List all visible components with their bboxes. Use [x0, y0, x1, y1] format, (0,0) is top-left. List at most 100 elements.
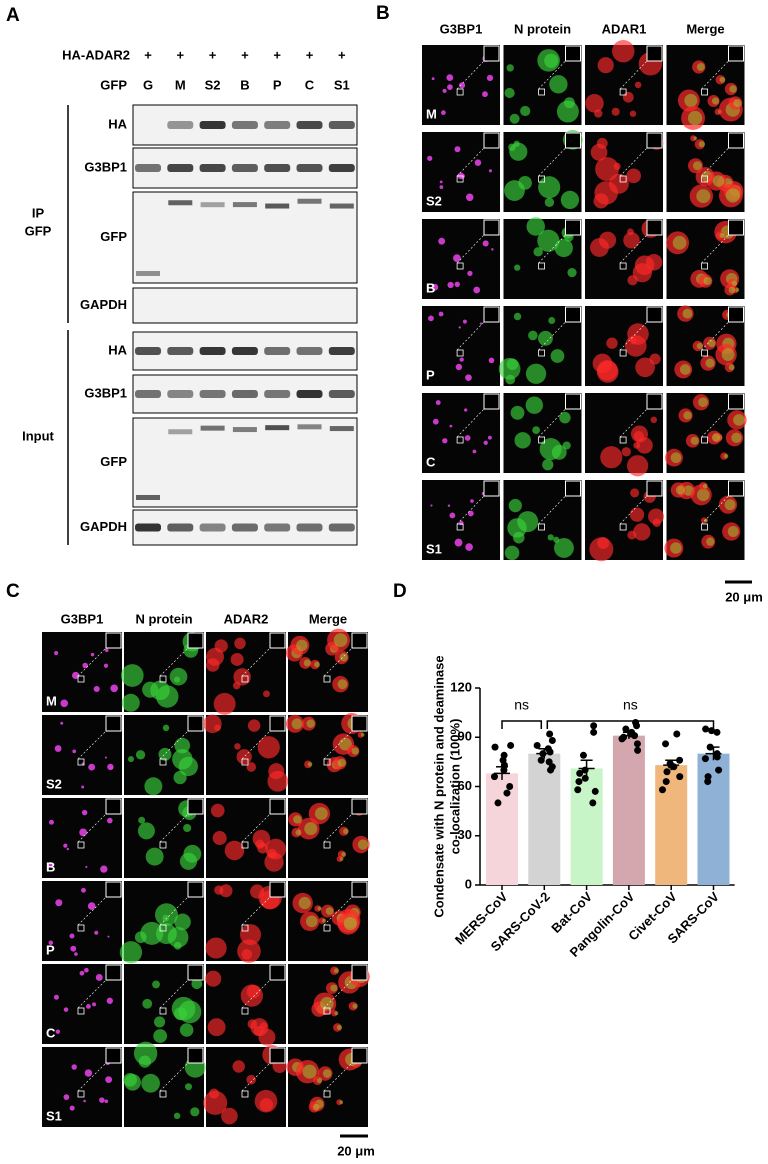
- cell: [167, 926, 189, 948]
- cell: [54, 745, 62, 752]
- cell: [504, 545, 520, 561]
- band: [136, 271, 160, 276]
- cell: [63, 1007, 69, 1012]
- row-label: P: [426, 367, 435, 382]
- cell: [479, 322, 483, 325]
- zoom-line: [538, 234, 566, 264]
- cell: [728, 286, 736, 294]
- cell: [454, 281, 460, 287]
- cell: [293, 815, 302, 824]
- roi: [701, 436, 708, 444]
- cell: [442, 88, 447, 93]
- band: [200, 425, 225, 431]
- cell: [526, 217, 545, 236]
- cell: [585, 94, 604, 113]
- cell: [185, 1083, 193, 1091]
- panel-label: A: [6, 5, 20, 26]
- row-label: S1: [46, 1108, 62, 1123]
- zoom-line: [323, 896, 353, 926]
- data-point: [490, 773, 498, 781]
- cell: [467, 270, 473, 276]
- cell: [613, 162, 621, 170]
- data-point: [533, 741, 541, 749]
- cell: [232, 1060, 245, 1073]
- cell: [291, 718, 303, 730]
- panel-label: D: [393, 581, 407, 602]
- cell: [464, 435, 471, 441]
- roi: [77, 758, 85, 766]
- cell: [684, 93, 698, 108]
- cell: [597, 57, 614, 74]
- cell: [247, 719, 261, 732]
- cell: [306, 719, 315, 728]
- zoom-line: [323, 730, 353, 760]
- band: [296, 164, 323, 172]
- cell: [698, 397, 708, 408]
- row-label: S2: [46, 776, 62, 791]
- cell: [255, 839, 265, 849]
- cell: [158, 747, 172, 761]
- cell: [428, 315, 434, 322]
- inset: [105, 964, 122, 981]
- treatment-mark: +: [144, 47, 152, 62]
- cell: [133, 1041, 158, 1066]
- inset: [351, 715, 368, 732]
- zoom-line: [619, 147, 648, 177]
- cell: [435, 400, 441, 406]
- cell: [205, 970, 222, 987]
- zoom-line: [159, 979, 189, 1009]
- data-point: [701, 755, 709, 763]
- cell: [210, 803, 225, 818]
- treatment-mark: +: [241, 47, 249, 62]
- cell: [465, 374, 472, 381]
- band: [265, 425, 290, 431]
- zoom-line: [456, 495, 485, 525]
- roi: [456, 88, 464, 96]
- cell: [142, 998, 153, 1009]
- cell: [86, 1004, 91, 1009]
- zoom-line: [241, 896, 271, 926]
- cell: [48, 819, 54, 825]
- cell: [123, 1073, 137, 1087]
- data-point: [591, 787, 599, 795]
- inset: [646, 306, 663, 323]
- treatment-mark: +: [177, 47, 185, 62]
- row-label: S2: [426, 193, 442, 208]
- cell: [47, 861, 54, 868]
- cell: [87, 902, 96, 910]
- zoom-line: [701, 234, 729, 264]
- inset: [187, 798, 204, 815]
- cell: [84, 967, 89, 973]
- cell: [259, 1098, 274, 1112]
- cell: [612, 39, 635, 63]
- roi: [77, 675, 85, 683]
- zoom-line: [456, 60, 485, 90]
- roi: [701, 262, 708, 270]
- blot-label: G3BP1: [84, 385, 127, 400]
- cell: [525, 396, 544, 414]
- cell: [729, 85, 737, 93]
- cell: [649, 353, 661, 365]
- cell: [63, 1094, 70, 1101]
- cell: [239, 924, 261, 946]
- cell: [696, 62, 705, 71]
- cell: [212, 831, 227, 846]
- inset: [105, 798, 122, 815]
- cell: [263, 690, 270, 698]
- roi: [323, 675, 331, 683]
- cell: [203, 1090, 228, 1115]
- cell: [351, 747, 359, 755]
- cell: [53, 994, 59, 1000]
- cell: [48, 940, 54, 946]
- cell: [627, 275, 638, 286]
- cell: [106, 997, 114, 1004]
- cell: [525, 363, 547, 384]
- inset: [565, 306, 581, 323]
- cell: [337, 758, 346, 767]
- significance-bracket: [546, 720, 715, 729]
- inset: [646, 393, 663, 410]
- cell: [633, 523, 651, 541]
- band: [135, 523, 161, 532]
- blot-label: GFP: [100, 454, 127, 469]
